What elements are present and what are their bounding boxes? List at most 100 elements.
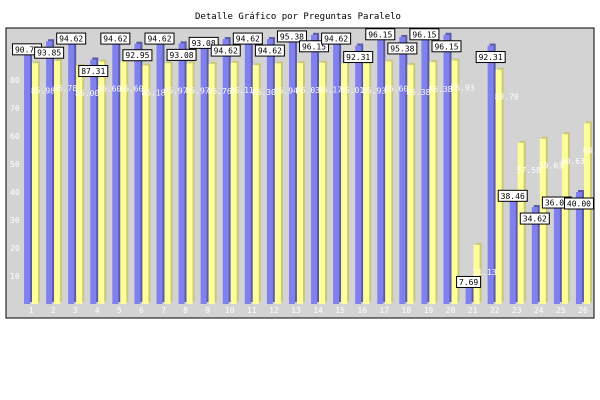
- data-label-box: [276, 30, 307, 43]
- data-label: 85.38: [406, 88, 430, 97]
- data-label: 96.15: [368, 30, 392, 39]
- data-label: 86.38: [428, 85, 452, 94]
- data-label-box: [519, 212, 550, 225]
- y-tick-label: 30: [10, 216, 20, 225]
- x-tick-label: 17: [379, 306, 389, 315]
- data-label-box: [475, 51, 506, 64]
- data-label-box: [188, 36, 219, 49]
- bar-series-1: [266, 39, 273, 305]
- bar-series-1: [443, 34, 450, 304]
- x-tick-label: 6: [139, 306, 144, 315]
- data-label: 93.85: [37, 49, 61, 58]
- x-tick-label: 3: [73, 306, 78, 315]
- bar-series-1: [355, 45, 362, 304]
- bar-series-2: [561, 134, 568, 304]
- data-label: 94.62: [147, 35, 171, 44]
- x-tick-label: 2: [51, 306, 56, 315]
- data-label: 87.31: [81, 67, 105, 76]
- data-label: 34.62: [523, 215, 547, 224]
- data-label: 94.62: [59, 35, 83, 44]
- bar-series-2: [429, 62, 436, 304]
- data-label: 96.15: [434, 42, 458, 51]
- data-label: 94.62: [258, 47, 282, 56]
- y-tick-label: 20: [10, 244, 20, 253]
- x-tick-label: 7: [161, 306, 166, 315]
- bar-series-2: [98, 61, 105, 304]
- data-label-box: [431, 40, 462, 53]
- bar-series-1: [112, 39, 119, 305]
- data-label-box: [100, 32, 131, 45]
- x-tick-label: 1: [29, 306, 34, 315]
- bar-series-1: [311, 34, 318, 304]
- y-tick-label: 60: [10, 132, 20, 141]
- bar-series-1: [24, 49, 31, 305]
- bar-series-2: [208, 63, 215, 304]
- y-tick-label: 50: [10, 160, 20, 169]
- bar-series-2: [142, 65, 149, 304]
- x-tick-label: 18: [402, 306, 412, 315]
- bar-series-2: [583, 123, 590, 305]
- x-tick-label: 10: [225, 306, 235, 315]
- bar-series-2: [473, 244, 480, 304]
- data-label: 57.58: [517, 166, 541, 175]
- data-label: 86.60: [97, 85, 121, 94]
- data-label: 60.63: [561, 157, 585, 166]
- plot-area: 1020304050607080901234567891011121314151…: [5, 27, 600, 319]
- bar-series-2: [407, 64, 414, 304]
- data-label: 92.95: [125, 51, 149, 60]
- data-label: 21.13: [473, 268, 497, 277]
- x-tick-label: 14: [313, 306, 323, 315]
- bar-series-1: [465, 282, 472, 304]
- data-label: 86.60: [119, 85, 143, 94]
- data-label: 94.62: [236, 35, 260, 44]
- data-label: 83.70: [495, 93, 519, 102]
- x-tick-label: 16: [357, 306, 367, 315]
- x-tick-label: 23: [512, 306, 522, 315]
- data-label: 59.03: [539, 162, 563, 171]
- data-label-box: [365, 28, 396, 41]
- bar-series-1: [222, 39, 229, 305]
- data-label-box: [210, 44, 241, 57]
- data-label-box: [387, 42, 418, 55]
- bar-series-1: [421, 34, 428, 304]
- data-label: 96.15: [412, 30, 436, 39]
- data-label: 94.62: [103, 35, 127, 44]
- data-label-box: [78, 65, 109, 78]
- y-tick-label: 10: [10, 272, 20, 281]
- data-label: 86.01: [340, 86, 364, 95]
- data-label: 93.08: [170, 51, 194, 60]
- bar-series-2: [495, 69, 502, 304]
- data-label-box: [497, 189, 528, 202]
- chart-title: Detalle Gráfico por Preguntas Paralelo: [195, 12, 401, 22]
- data-label: 38.46: [501, 192, 525, 201]
- bar-series-1: [156, 39, 163, 305]
- x-tick-label: 5: [117, 306, 122, 315]
- bar-series-2: [76, 66, 83, 304]
- data-label: 85.97: [163, 86, 187, 95]
- x-tick-label: 15: [335, 306, 345, 315]
- data-label: 85.30: [252, 88, 276, 97]
- data-label-box: [299, 40, 330, 53]
- bar-series-1: [509, 196, 516, 304]
- bar-series-2: [164, 63, 171, 305]
- bar-series-1: [178, 43, 185, 304]
- y-tick-label: 40: [10, 188, 20, 197]
- bar-series-1: [553, 203, 560, 304]
- bar-series-1: [333, 39, 340, 305]
- bar-series-1: [134, 43, 141, 305]
- x-tick-label: 8: [183, 306, 188, 315]
- data-label: 85.94: [274, 86, 298, 95]
- bar-series-2: [32, 63, 39, 305]
- data-label-box: [254, 44, 285, 57]
- data-label: 86.17: [318, 86, 342, 95]
- bar-series-1: [487, 45, 494, 304]
- data-label: 85.00: [75, 89, 99, 98]
- bar-series-1: [377, 34, 384, 304]
- data-label-box: [122, 49, 153, 62]
- bar-series-2: [120, 61, 127, 304]
- data-label: 40.00: [567, 200, 591, 209]
- data-label-box: [321, 32, 352, 45]
- x-tick-label: 20: [446, 306, 456, 315]
- data-label: 36.06: [545, 199, 569, 208]
- bar-series-2: [252, 65, 259, 304]
